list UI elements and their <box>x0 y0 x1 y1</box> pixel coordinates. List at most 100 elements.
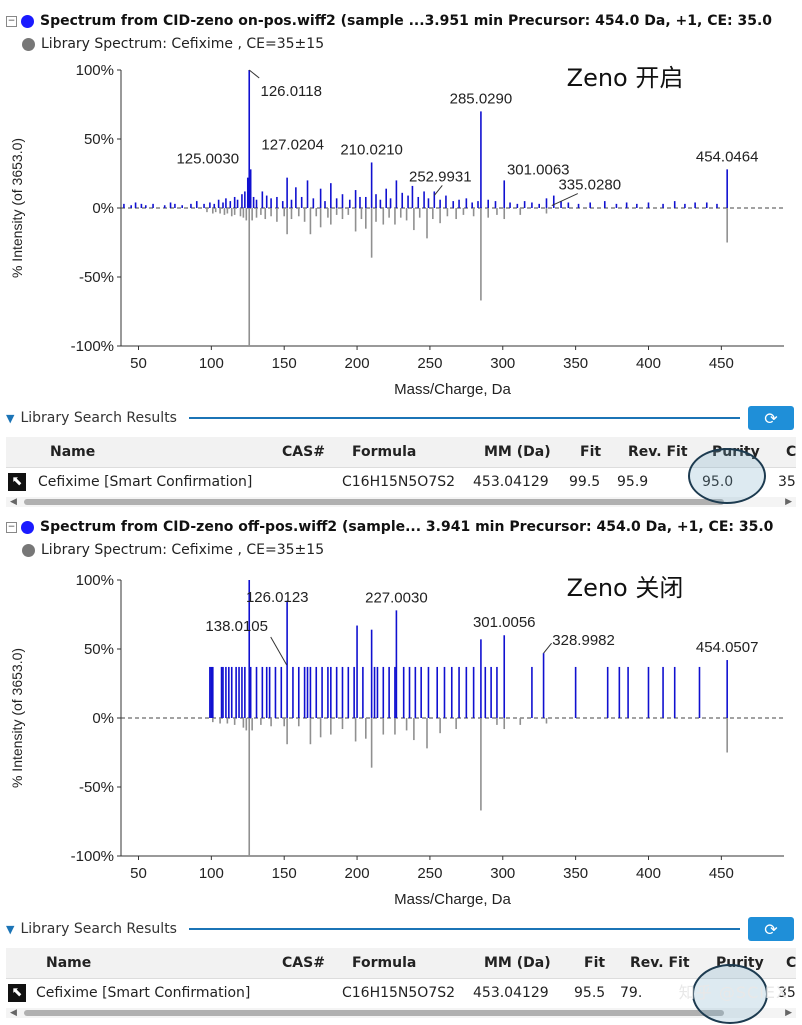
library-header: Library Spectrum: Cefixime , CE=35±15 <box>22 540 324 560</box>
x-tick-label: 200 <box>345 355 370 372</box>
scroll-right-icon[interactable]: ▶ <box>785 497 792 507</box>
peak-label: 301.0056 <box>473 614 536 631</box>
col-rev-fit[interactable]: Rev. Fit <box>630 955 690 971</box>
expand-triangle-icon[interactable]: ▼ <box>6 411 15 425</box>
y-tick-label: 50% <box>84 131 114 148</box>
y-tick-label: -100% <box>71 848 114 865</box>
y-tick-label: -50% <box>79 779 114 796</box>
col-mm[interactable]: MM (Da) <box>484 444 551 460</box>
row-arrow-icon: ⬉ <box>8 473 26 491</box>
x-tick-label: 100 <box>199 355 224 372</box>
x-tick-label: 300 <box>490 865 515 882</box>
col-mm[interactable]: MM (Da) <box>484 955 551 971</box>
x-tick-label: 300 <box>490 355 515 372</box>
peak-label: 328.9982 <box>552 632 615 649</box>
col-more[interactable]: C <box>786 444 797 460</box>
library-series-icon <box>22 543 35 557</box>
spectrum-header[interactable]: − Spectrum from CID-zeno off-pos.wiff2 (… <box>6 517 773 537</box>
cell-mm: 453.04129 <box>473 985 549 1001</box>
col-fit[interactable]: Fit <box>584 955 606 971</box>
library-series-icon <box>22 37 35 51</box>
collapse-icon[interactable]: − <box>6 521 17 533</box>
cell-fit: 99.5 <box>569 474 601 490</box>
peak-label: 126.0118 <box>261 83 322 100</box>
peak-label: 335.0280 <box>558 177 621 194</box>
spectrum-chart[interactable]: 100% 50% 0% -50% -100% 50 100 150 200 250 300 350 40… <box>0 550 802 912</box>
cell-fit: 95.5 <box>574 985 606 1001</box>
col-name[interactable]: Name <box>50 444 96 460</box>
x-tick-label: 450 <box>709 355 734 372</box>
peak-label: 301.0063 <box>507 161 570 178</box>
col-name[interactable]: Name <box>46 955 92 971</box>
x-tick-label: 50 <box>130 865 147 882</box>
cell-rev-fit: 79. <box>620 985 643 1001</box>
cell-more: 35 <box>778 474 796 490</box>
expand-triangle-icon[interactable]: ▼ <box>6 922 15 936</box>
col-cas[interactable]: CAS# <box>282 444 325 460</box>
cell-name: Cefixime [Smart Confirmation] <box>38 474 253 490</box>
sample-series-icon <box>21 520 34 534</box>
highlight-circle <box>692 964 768 1024</box>
spectrum-title: Spectrum from CID-zeno off-pos.wiff2 (sa… <box>40 519 774 535</box>
library-header: Library Spectrum: Cefixime , CE=35±15 <box>22 34 324 54</box>
x-tick-label: 250 <box>417 865 442 882</box>
table-header: Name CAS# Formula MM (Da) Fit Rev. Fit P… <box>6 948 796 979</box>
peak-label: 127.0204 <box>261 136 324 153</box>
horizontal-scrollbar[interactable]: ◀ ▶ <box>6 497 796 507</box>
x-tick-label: 350 <box>563 355 588 372</box>
col-rev-fit[interactable]: Rev. Fit <box>628 444 688 460</box>
x-tick-label: 150 <box>272 865 297 882</box>
y-tick-label: 0% <box>92 710 114 727</box>
scroll-left-icon[interactable]: ◀ <box>10 1008 17 1018</box>
scroll-left-icon[interactable]: ◀ <box>10 497 17 507</box>
col-cas[interactable]: CAS# <box>282 955 325 971</box>
scroll-thumb[interactable] <box>24 499 724 505</box>
col-fit[interactable]: Fit <box>580 444 602 460</box>
col-formula[interactable]: Formula <box>352 444 417 460</box>
x-tick-label: 400 <box>636 355 661 372</box>
spectrum-panel-zeno-on: − Spectrum from CID-zeno on-pos.wiff2 (s… <box>0 0 802 512</box>
zeno-annotation: Zeno 开启 <box>567 64 684 92</box>
peak-label: 125.0030 <box>176 151 239 168</box>
library-search-bar: ▼ Library Search Results ⟳ <box>6 406 794 430</box>
highlight-circle <box>688 448 766 504</box>
scroll-thumb[interactable] <box>24 1010 724 1016</box>
label-leader <box>270 636 288 666</box>
peak-label: 138.0105 <box>205 618 268 635</box>
peak-label: 126.0123 <box>246 589 309 606</box>
spectrum-title: Spectrum from CID-zeno on-pos.wiff2 (sam… <box>40 13 773 29</box>
x-tick-label: 400 <box>636 865 661 882</box>
col-formula[interactable]: Formula <box>352 955 417 971</box>
cell-name: Cefixime [Smart Confirmation] <box>36 985 251 1001</box>
library-search-bar: ▼ Library Search Results ⟳ <box>6 917 794 941</box>
table-row[interactable]: ⬉ Cefixime [Smart Confirmation] C16H15N5… <box>6 468 796 496</box>
table-row[interactable]: ⬉ Cefixime [Smart Confirmation] C16H15N5… <box>6 979 796 1007</box>
scroll-right-icon[interactable]: ▶ <box>785 1008 792 1018</box>
y-tick-label: 50% <box>84 641 114 658</box>
cell-rev-fit: 95.9 <box>617 474 649 490</box>
sample-series-icon <box>21 14 34 28</box>
watermark: 知乎 @SCIEX <box>678 983 788 1002</box>
label-leader <box>551 193 578 207</box>
cell-more: 35 <box>778 985 796 1001</box>
divider-line <box>188 928 740 930</box>
spectrum-chart[interactable]: 100% 50% 0% -50% -100% 50 100 150 200 250 300 350 40… <box>0 40 802 402</box>
refresh-button[interactable]: ⟳ <box>748 917 794 941</box>
label-leader <box>433 185 443 196</box>
refresh-button[interactable]: ⟳ <box>748 406 794 430</box>
x-axis-label: Mass/Charge, Da <box>394 891 511 908</box>
col-more[interactable]: C <box>786 955 797 971</box>
x-tick-label: 250 <box>417 355 442 372</box>
spectrum-header[interactable]: − Spectrum from CID-zeno on-pos.wiff2 (s… <box>6 11 772 31</box>
y-tick-label: 0% <box>92 200 114 217</box>
x-tick-label: 350 <box>563 865 588 882</box>
results-table: Name CAS# Formula MM (Da) Fit Rev. Fit P… <box>6 948 796 1007</box>
horizontal-scrollbar[interactable]: ◀ ▶ <box>6 1008 796 1018</box>
peak-label: 252.9931 <box>409 168 472 185</box>
x-tick-label: 50 <box>130 355 147 372</box>
x-tick-label: 150 <box>272 355 297 372</box>
peak-label: 227.0030 <box>365 589 428 606</box>
peak-label: 454.0507 <box>696 639 759 656</box>
x-tick-label: 450 <box>709 865 734 882</box>
collapse-icon[interactable]: − <box>6 15 17 27</box>
